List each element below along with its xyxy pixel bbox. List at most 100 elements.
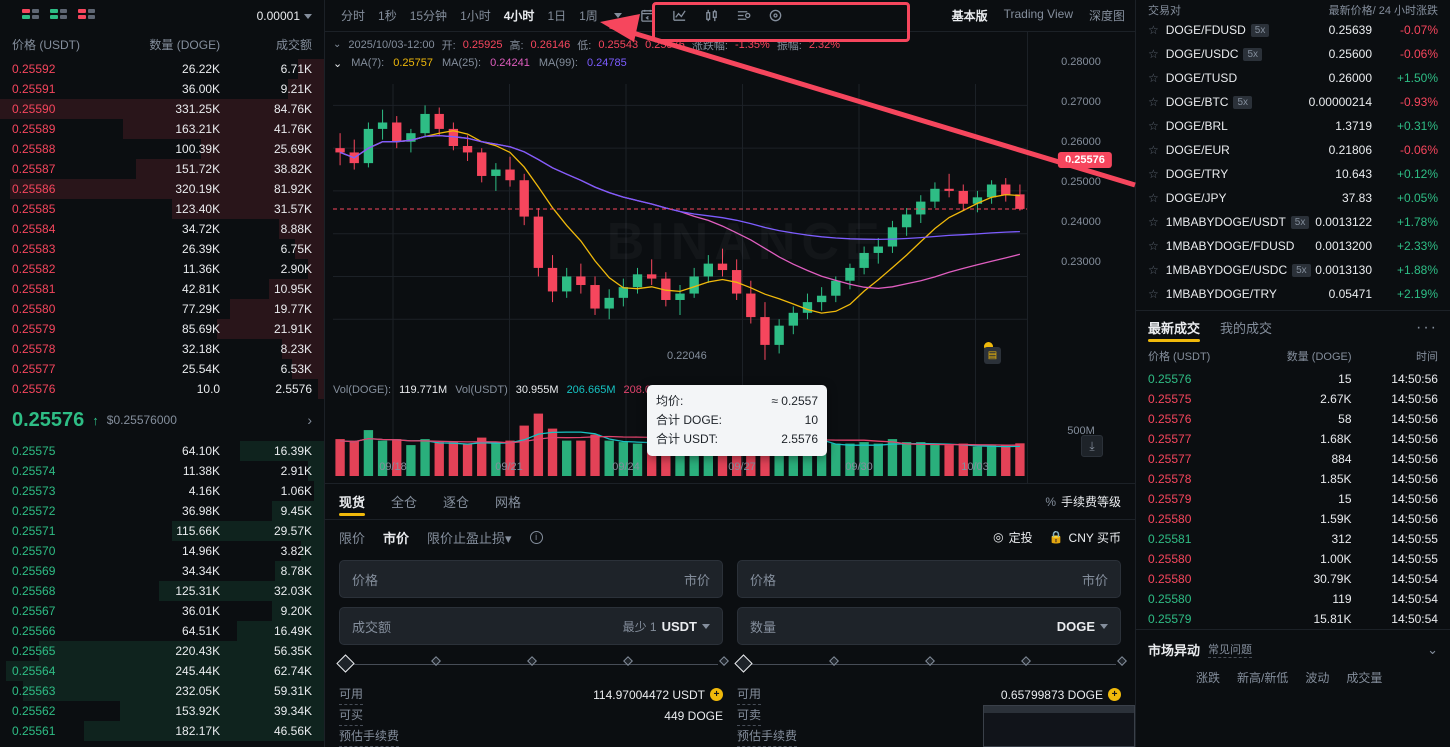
timeframe-more-icon[interactable] <box>613 12 622 18</box>
star-icon[interactable]: ☆ <box>1148 239 1159 253</box>
order-book-row[interactable]: 0.25577 25.54K 6.53K <box>0 359 324 379</box>
market-row[interactable]: ☆ DOGE/BTC 5x 0.00000214 -0.93% <box>1136 90 1450 114</box>
star-icon[interactable]: ☆ <box>1148 215 1159 229</box>
order-book-row[interactable]: 0.25591 36.00K 9.21K <box>0 79 324 99</box>
display-mode-bids-icon[interactable] <box>50 9 68 23</box>
anomaly-tab-3[interactable]: 成交量 <box>1346 671 1383 685</box>
order-book-row[interactable]: 0.25566 64.51K 16.49K <box>0 621 324 641</box>
settings-icon[interactable] <box>768 7 784 23</box>
calendar-icon[interactable] <box>640 7 656 23</box>
market-row[interactable]: ☆ 1MBABYDOGE/TRY 0.05471 +2.19% <box>1136 282 1450 306</box>
star-icon[interactable]: ☆ <box>1148 119 1159 133</box>
order-book-row[interactable]: 0.25563 232.05K 59.31K <box>0 681 324 701</box>
chart-download-icon[interactable]: ⤓ <box>1081 435 1103 457</box>
order-book-row[interactable]: 0.25589 163.21K 41.76K <box>0 119 324 139</box>
form-tab-1[interactable]: 全仓 <box>391 495 418 510</box>
order-type-market[interactable]: 市价 <box>383 530 410 546</box>
timeframe-1[interactable]: 1秒 <box>378 8 397 23</box>
star-icon[interactable]: ☆ <box>1148 287 1159 301</box>
star-icon[interactable]: ☆ <box>1148 167 1159 181</box>
buy-price-input[interactable]: 价格 市价 <box>339 560 723 598</box>
market-row[interactable]: ☆ DOGE/TRY 10.643 +0.12% <box>1136 162 1450 186</box>
view-mode-2[interactable]: 深度图 <box>1088 8 1125 23</box>
cny-buy-button[interactable]: 🔒 CNY 买币 <box>1049 529 1121 546</box>
star-icon[interactable]: ☆ <box>1148 143 1159 157</box>
order-book-row[interactable]: 0.25590 331.25K 84.76K <box>0 99 324 119</box>
buy-slider-handle[interactable] <box>336 654 355 673</box>
trades-tab-0[interactable]: 最新成交 <box>1148 311 1201 345</box>
order-book-row[interactable]: 0.25592 26.22K 6.71K <box>0 59 324 79</box>
order-book-row[interactable]: 0.25579 85.69K 21.91K <box>0 319 324 339</box>
deposit-icon[interactable]: + <box>710 688 723 701</box>
market-row[interactable]: ☆ DOGE/USDC 5x 0.25600 -0.06% <box>1136 42 1450 66</box>
order-book-row[interactable]: 0.25588 100.39K 25.69K <box>0 139 324 159</box>
chevron-right-icon[interactable]: › <box>307 412 312 428</box>
star-icon[interactable]: ☆ <box>1148 23 1159 37</box>
sell-amount-slider[interactable] <box>734 654 1127 676</box>
order-book-row[interactable]: 0.25584 34.72K 8.88K <box>0 219 324 239</box>
anomaly-tab-2[interactable]: 波动 <box>1305 671 1330 685</box>
order-book-row[interactable]: 0.25582 11.36K 2.90K <box>0 259 324 279</box>
star-icon[interactable]: ☆ <box>1148 191 1159 205</box>
order-book-row[interactable]: 0.25571 115.66K 29.57K <box>0 521 324 541</box>
market-row[interactable]: ☆ DOGE/JPY 37.83 +0.05% <box>1136 186 1450 210</box>
order-book-row[interactable]: 0.25562 153.92K 39.34K <box>0 701 324 721</box>
buy-amount-input[interactable]: 成交额 最少 1 USDT <box>339 607 723 645</box>
order-book-row[interactable]: 0.25572 36.98K 9.45K <box>0 501 324 521</box>
timeframe-0[interactable]: 分时 <box>341 8 366 23</box>
line-chart-icon[interactable] <box>672 7 688 23</box>
order-book-row[interactable]: 0.25565 220.43K 56.35K <box>0 641 324 661</box>
order-book-row[interactable]: 0.25564 245.44K 62.74K <box>0 661 324 681</box>
order-book-row[interactable]: 0.25573 4.16K 1.06K <box>0 481 324 501</box>
timeframe-6[interactable]: 1周 <box>579 8 598 23</box>
display-mode-asks-icon[interactable] <box>78 9 96 23</box>
price-chart[interactable]: ⌄ 2025/10/03-12:00 开: 0.25925 高: 0.26146… <box>325 31 1135 484</box>
sell-slider-handle[interactable] <box>734 654 753 673</box>
order-book-row[interactable]: 0.25561 182.17K 46.56K <box>0 721 324 741</box>
timeframe-4[interactable]: 4小时 <box>503 8 535 23</box>
fee-grade-button[interactable]: % 手续费等级 <box>1045 494 1121 510</box>
order-book-row[interactable]: 0.25569 34.34K 8.78K <box>0 561 324 581</box>
trades-tab-1[interactable]: 我的成交 <box>1220 321 1273 336</box>
order-book-row[interactable]: 0.25585 123.40K 31.57K <box>0 199 324 219</box>
order-book-row[interactable]: 0.25570 14.96K 3.82K <box>0 541 324 561</box>
chevron-down-icon[interactable] <box>1100 623 1108 629</box>
star-icon[interactable]: ☆ <box>1148 95 1159 109</box>
mid-price-row[interactable]: 0.25576 ↑ $0.25576000 › <box>0 399 324 441</box>
order-book-row[interactable]: 0.25574 11.38K 2.91K <box>0 461 324 481</box>
deposit-icon[interactable]: + <box>1108 688 1121 701</box>
market-row[interactable]: ☆ DOGE/TUSD 0.26000 +1.50% <box>1136 66 1450 90</box>
timeframe-5[interactable]: 1日 <box>547 8 567 23</box>
timeframe-3[interactable]: 1小时 <box>460 8 491 23</box>
form-tab-2[interactable]: 逐仓 <box>443 495 470 510</box>
order-book-row[interactable]: 0.25567 36.01K 9.20K <box>0 601 324 621</box>
indicator-icon[interactable] <box>736 7 752 23</box>
order-book-row[interactable]: 0.25576 10.0 2.5576 <box>0 379 324 399</box>
candlestick-icon[interactable] <box>704 7 720 23</box>
anomaly-faq-link[interactable]: 常见问题 <box>1208 641 1253 658</box>
market-row[interactable]: ☆ 1MBABYDOGE/USDC 5x 0.0013130 +1.88% <box>1136 258 1450 282</box>
order-book-row[interactable]: 0.25575 64.10K 16.39K <box>0 441 324 461</box>
form-tab-3[interactable]: 网格 <box>495 495 522 510</box>
timeframe-2[interactable]: 15分钟 <box>409 8 448 23</box>
order-book-row[interactable]: 0.25587 151.72K 38.82K <box>0 159 324 179</box>
anomaly-tab-1[interactable]: 新高/新低 <box>1237 671 1289 685</box>
market-row[interactable]: ☆ DOGE/BRL 1.3719 +0.31% <box>1136 114 1450 138</box>
chart-save-icon[interactable]: ▤ <box>984 346 1001 364</box>
order-type-stop-limit[interactable]: 限价止盈止损▾ <box>427 528 512 547</box>
depth-grouping-selector[interactable]: 0.00001 <box>257 9 312 23</box>
ohlc-collapse-icon[interactable]: ⌄ <box>333 39 342 51</box>
sell-price-input[interactable]: 价格 市价 <box>737 560 1121 598</box>
order-type-limit[interactable]: 限价 <box>339 530 366 546</box>
sell-amount-input[interactable]: 数量 DOGE <box>737 607 1121 645</box>
ma-collapse-icon[interactable]: ⌄ <box>333 57 343 70</box>
anomaly-tab-0[interactable]: 涨跌 <box>1196 671 1221 685</box>
view-mode-1[interactable]: Trading View <box>1003 6 1073 21</box>
chevron-down-icon[interactable]: ⌄ <box>1427 641 1438 657</box>
display-mode-both-icon[interactable] <box>22 9 40 23</box>
form-tab-0[interactable]: 现货 <box>339 484 366 520</box>
view-mode-0[interactable]: 基本版 <box>951 8 988 23</box>
market-row[interactable]: ☆ 1MBABYDOGE/USDT 5x 0.0013122 +1.78% <box>1136 210 1450 234</box>
chevron-down-icon[interactable] <box>702 623 710 629</box>
star-icon[interactable]: ☆ <box>1148 263 1159 277</box>
